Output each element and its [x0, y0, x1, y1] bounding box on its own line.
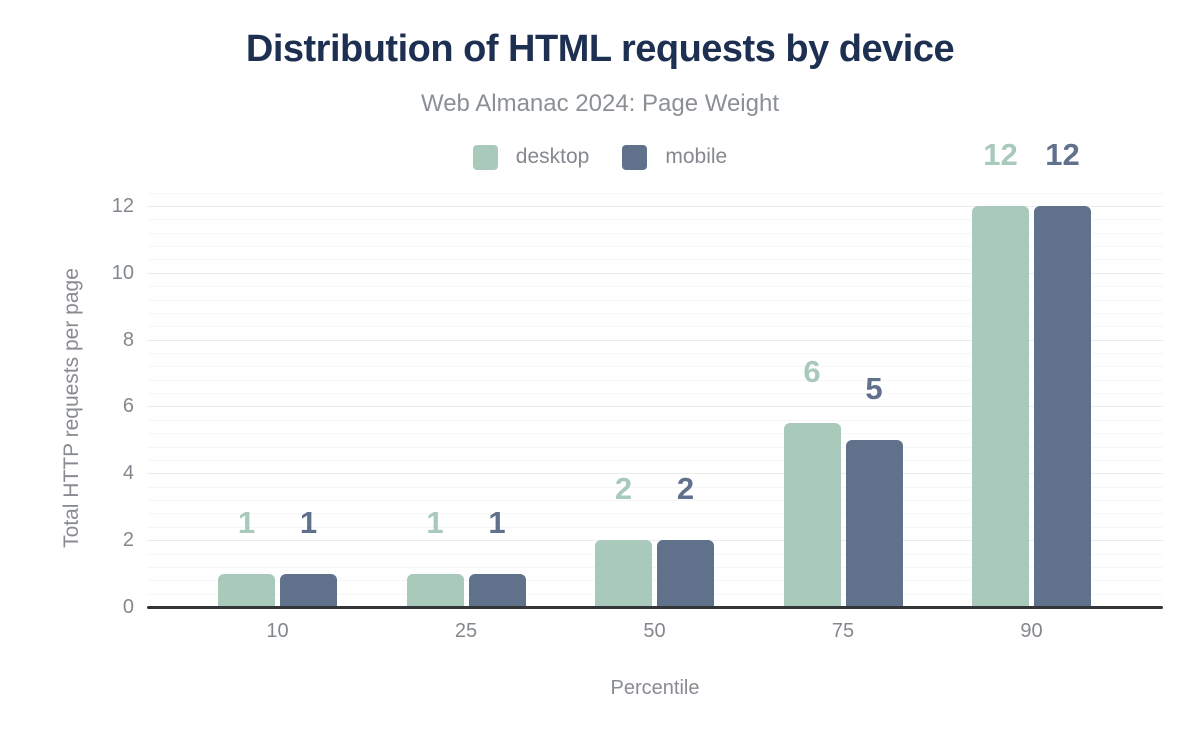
gridline-minor-0.4: [147, 593, 1163, 595]
gridline-minor-5.2: [147, 433, 1163, 435]
x-axis-tick-labels: 10 25 50 75 90: [147, 620, 1163, 646]
gridline-minor-6.8: [147, 379, 1163, 381]
bar-value-label-desktop-p50: 2: [614, 471, 633, 507]
bar-desktop-p50[interactable]: [595, 540, 652, 607]
x-tick-25: 25: [454, 620, 478, 642]
chart-title: Distribution of HTML requests by device: [245, 28, 955, 70]
gridline-minor-6.4: [147, 393, 1163, 395]
y-tick-0: 0: [122, 596, 134, 618]
gridline-minor-1.2: [147, 566, 1163, 568]
x-tick-10: 10: [266, 620, 289, 642]
bar-value-label-desktop-p75: 6: [803, 354, 821, 390]
legend-item-mobile[interactable]: mobile: [622, 144, 728, 170]
x-axis-line: [147, 605, 1163, 609]
gridline-minor-9.2: [147, 299, 1163, 301]
gridline-major-4: [147, 473, 1163, 475]
plot-area: 1 1 1 1 2 2 6 5 12 12: [147, 139, 1163, 607]
bar-mobile-p75[interactable]: [845, 439, 903, 607]
bar-value-label-desktop-p10: 1: [237, 504, 256, 540]
bar-value-label-mobile-p50: 2: [676, 471, 695, 507]
bar-desktop-p75[interactable]: [783, 423, 841, 607]
gridline-minor-0.8: [147, 580, 1163, 582]
gridline-minor-4.8: [147, 446, 1163, 448]
gridline-minor-1.6: [147, 553, 1163, 555]
gridline-minor-7.6: [147, 353, 1163, 354]
gridline-minor-7.2: [147, 366, 1163, 368]
gridline-minor-3.2: [147, 500, 1163, 502]
bar-mobile-p50[interactable]: [657, 540, 714, 607]
bar-value-label-mobile-p75: 5: [865, 370, 883, 406]
x-tick-90: 90: [1020, 620, 1043, 642]
gridline-major-2: [147, 540, 1163, 542]
legend-item-desktop[interactable]: desktop: [472, 144, 590, 170]
gridline-minor-3.6: [147, 486, 1163, 488]
bar-value-label-mobile-p10: 1: [299, 504, 318, 540]
bar-mobile-p90[interactable]: [1034, 205, 1091, 607]
gridline-minor-11.2: [147, 232, 1163, 234]
y-tick-6: 6: [122, 395, 134, 418]
bar-value-label-desktop-p90: 12: [983, 136, 1018, 172]
y-axis-tick-labels: 0 2 4 6 8 10 12: [0, 190, 134, 618]
bar-mobile-p10[interactable]: [280, 573, 337, 607]
gridline-major-12: [147, 205, 1163, 207]
gridline-major-8: [147, 339, 1163, 341]
gridline-minor-10.4: [147, 259, 1163, 261]
legend-label-desktop: desktop: [515, 145, 590, 168]
gridline-major-10: [147, 272, 1163, 274]
bar-desktop-p25[interactable]: [406, 573, 464, 607]
y-tick-8: 8: [122, 328, 134, 351]
gridline-minor-8.4: [147, 326, 1163, 328]
bar-value-label-mobile-p25: 1: [488, 504, 506, 540]
gridline-minor-10.8: [147, 246, 1163, 248]
x-tick-50: 50: [643, 620, 666, 642]
legend-label-mobile: mobile: [665, 145, 728, 168]
gridline-minor-2.8: [147, 513, 1163, 515]
x-tick-75: 75: [831, 620, 855, 642]
legend-swatch-desktop: [472, 144, 498, 170]
legend-swatch-mobile: [622, 144, 648, 170]
bar-desktop-p90[interactable]: [972, 205, 1029, 607]
y-tick-4: 4: [122, 462, 134, 485]
y-tick-12: 12: [111, 194, 134, 217]
bar-value-label-mobile-p90: 12: [1045, 136, 1080, 172]
gridline-minor-8.8: [147, 312, 1163, 314]
gridline-minor-9.6: [147, 286, 1163, 288]
chart-legend: desktop mobile: [0, 142, 1200, 172]
bar-desktop-p10[interactable]: [218, 573, 275, 607]
x-axis-title: Percentile: [610, 677, 700, 699]
bar-value-label-desktop-p25: 1: [426, 504, 444, 540]
gridline-minor-2.4: [147, 526, 1163, 528]
gridline-major-6: [147, 406, 1163, 408]
gridline-minor-12.4: [147, 192, 1163, 194]
bar-mobile-p25[interactable]: [468, 573, 526, 607]
y-tick-2: 2: [122, 529, 134, 552]
y-tick-10: 10: [111, 261, 134, 284]
gridline-minor-11.6: [147, 219, 1163, 221]
gridline-minor-4.4: [147, 459, 1163, 461]
chart-subtitle: Web Almanac 2024: Page Weight: [420, 90, 779, 117]
gridline-minor-5.6: [147, 419, 1163, 421]
